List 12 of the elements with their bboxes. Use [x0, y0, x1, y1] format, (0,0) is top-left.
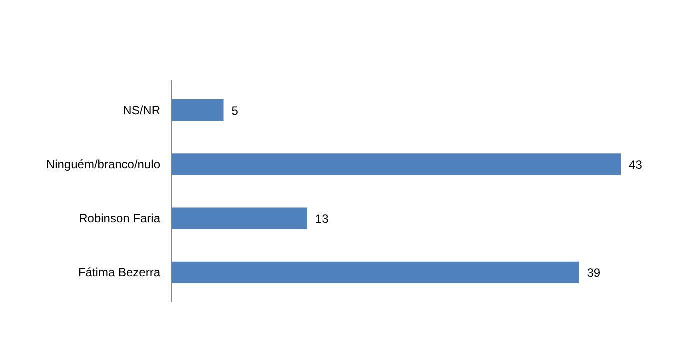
bar — [172, 154, 622, 176]
y-tick-label: NS/NR — [123, 103, 161, 118]
data-label: 5 — [232, 104, 239, 118]
bar — [172, 262, 580, 284]
data-label: 13 — [315, 212, 330, 226]
y-tick-label: Fátima Bezerra — [78, 266, 161, 280]
data-label: 43 — [629, 158, 643, 172]
y-tick-label: Robinson Faria — [79, 212, 161, 226]
bar — [172, 208, 308, 230]
data-label: 39 — [587, 266, 601, 280]
bar — [172, 99, 224, 122]
y-tick-label: Ninguém/branco/nulo — [46, 157, 161, 172]
